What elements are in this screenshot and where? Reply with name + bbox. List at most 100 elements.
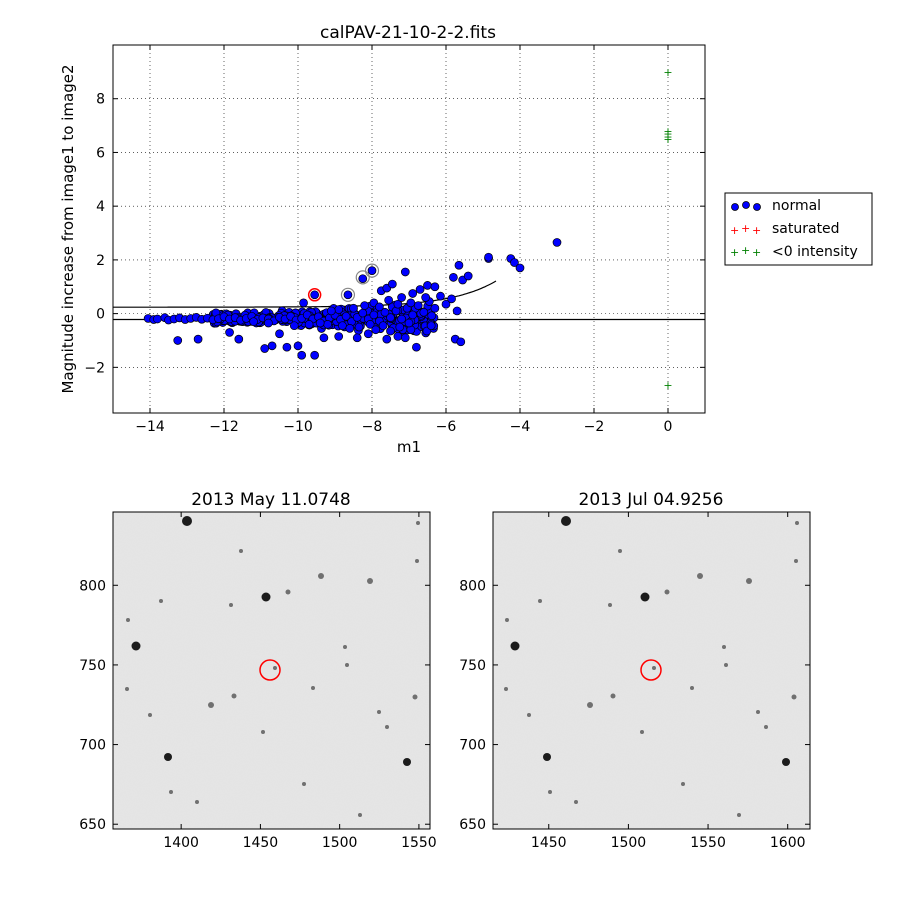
circled-point-marker	[355, 270, 370, 285]
star-blob	[318, 573, 324, 579]
star-blob	[756, 710, 760, 714]
scatter-point-normal	[426, 321, 436, 331]
scatter-point-normal	[430, 282, 440, 292]
image-y-tick-label: 750	[79, 658, 106, 674]
scatter-point-saturated	[307, 288, 322, 302]
star-blob	[182, 516, 192, 526]
scatter-point-normal	[310, 350, 319, 360]
scatter-point-normal	[363, 329, 373, 339]
scatter-point-normal	[264, 318, 273, 328]
legend-marker-normal	[731, 203, 739, 211]
scatter-point-normal	[326, 306, 336, 316]
scatter-y-axis-label: Magnitude increase from image1 to image2	[59, 64, 77, 393]
star-blob	[358, 813, 362, 817]
scatter-point-negative: +	[663, 128, 672, 141]
image-panel-may-noise	[113, 512, 430, 829]
star-blob	[343, 645, 347, 649]
scatter-point-normal	[267, 341, 277, 351]
legend-marker-saturated: +	[752, 224, 761, 237]
scatter-point-normal	[413, 301, 423, 310]
legend-marker-saturated: +	[730, 224, 739, 237]
star-blob	[574, 800, 578, 804]
scatter-point-normal	[456, 337, 466, 347]
scatter-point-normal	[449, 273, 458, 282]
legend-marker-normal	[742, 201, 750, 209]
scatter-point-normal	[173, 336, 183, 345]
star-blob	[164, 753, 172, 761]
scatter-point-normal	[352, 333, 362, 343]
scatter-point-normal	[386, 313, 395, 322]
image-panel-may-title: 2013 May 11.0748	[191, 490, 351, 510]
scatter-point-normal	[225, 328, 234, 337]
scatter-point-normal	[338, 321, 347, 331]
legend-item-saturated: + + + saturated	[730, 221, 840, 237]
scatter-point-normal	[427, 311, 437, 321]
scatter-point-normal	[454, 260, 464, 270]
star-blob	[664, 589, 670, 595]
scatter-point-normal	[249, 317, 258, 327]
scatter-point-normal	[419, 307, 429, 317]
scatter-point-normal	[375, 302, 384, 312]
scatter-point-normal	[397, 293, 406, 302]
scatter-point-normal	[552, 238, 562, 247]
legend-marker-saturated: +	[741, 222, 750, 235]
star-blob	[403, 758, 411, 766]
scatter-ticks: −14 −12 −10 −8 −6 −4 −2 0 −2 0 2 4 6 8	[84, 45, 705, 435]
star-blob	[737, 813, 741, 817]
scatter-point-normal	[441, 299, 451, 309]
x-tick-label: 0	[664, 419, 673, 435]
star-blob	[764, 725, 768, 729]
legend-marker-negative: +	[752, 246, 761, 259]
star-blob	[195, 800, 199, 804]
scatter-point-normal	[297, 350, 307, 360]
x-tick-label: −4	[510, 419, 531, 435]
image-panel-may-frame	[112, 511, 431, 830]
scatter-point-normal	[153, 314, 162, 324]
legend-label-normal: normal	[772, 198, 821, 214]
x-tick-label: −14	[135, 419, 165, 435]
scatter-point-negative: +	[663, 130, 672, 143]
star-blob	[412, 694, 418, 700]
star-blob	[239, 549, 243, 553]
scatter-point-negative: +	[663, 66, 672, 79]
star-blob	[285, 589, 291, 595]
scatter-point-normal	[345, 324, 355, 333]
star-blob	[126, 618, 130, 622]
image-panel-may: 2013 May 11.0748 1400 1450 1500 1550 650 700 7…	[79, 490, 436, 851]
scatter-point-normal	[415, 285, 425, 294]
scatter-point-normal	[380, 307, 390, 317]
scatter-point-normal	[275, 329, 284, 339]
star-blob	[561, 516, 571, 526]
scatter-point-normal	[382, 334, 392, 344]
image-x-tick-label: 1500	[322, 835, 358, 851]
scatter-grid	[113, 45, 705, 413]
image-panel-jul-title: 2013 Jul 04.9256	[579, 490, 724, 510]
image-panel-jul: 2013 Jul 04.9256 1450 1500 1550 1600 650 700 7…	[459, 490, 811, 851]
star-blob	[794, 559, 798, 563]
scatter-point-normal	[388, 279, 397, 289]
image-x-tick-label: 1450	[531, 835, 567, 851]
scatter-point-normal	[358, 274, 368, 284]
scatter-point-negative: +	[663, 133, 672, 146]
scatter-point-normal	[515, 263, 525, 273]
legend-item-normal: normal	[731, 198, 821, 214]
star-blob	[782, 758, 790, 766]
scatter-point-normal	[386, 326, 395, 336]
scatter-point-normal	[371, 325, 381, 335]
star-blob	[385, 725, 389, 729]
star-blob	[610, 693, 616, 699]
star-blob	[159, 599, 163, 603]
scatter-point-normal	[393, 332, 403, 341]
image-x-tick-label: 1450	[243, 835, 279, 851]
star-blob	[538, 599, 542, 603]
star-blob	[587, 702, 593, 708]
legend-item-negative: + + + <0 intensity	[730, 244, 858, 260]
scatter-point-normal	[430, 303, 440, 313]
star-blob	[273, 666, 277, 670]
legend-marker-negative: +	[730, 246, 739, 259]
scatter-point-normal	[193, 334, 203, 344]
image-panel-jul-target-marker	[640, 659, 662, 681]
star-blob	[640, 730, 644, 734]
star-blob	[345, 663, 349, 667]
scatter-point-normal	[369, 310, 379, 320]
